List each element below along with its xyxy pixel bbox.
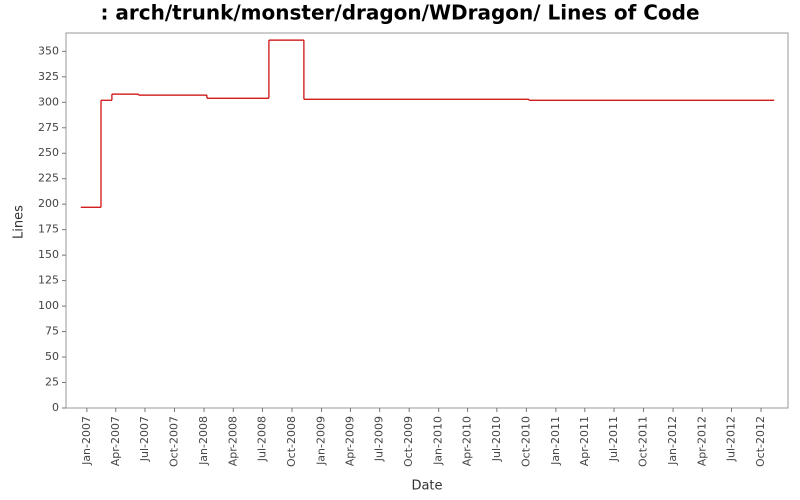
x-tick-label: Oct-2007 xyxy=(168,416,181,467)
x-tick-label: Jan-2007 xyxy=(80,416,93,466)
x-axis-label: Date xyxy=(411,479,442,494)
y-tick-label: 75 xyxy=(45,325,59,338)
x-tick-label: Jul-2012 xyxy=(724,416,737,462)
x-tick-label: Oct-2010 xyxy=(519,416,532,467)
y-tick-label: 300 xyxy=(38,95,59,108)
x-tick-label: Apr-2009 xyxy=(343,416,356,466)
x-tick-label: Apr-2010 xyxy=(461,416,474,466)
x-tick-label: Jan-2011 xyxy=(549,416,562,466)
x-tick-label: Oct-2011 xyxy=(637,416,650,467)
y-tick-label: 350 xyxy=(38,44,59,57)
y-tick-label: 175 xyxy=(38,223,59,236)
x-tick-label: Apr-2012 xyxy=(695,416,708,466)
x-tick-label: Jul-2009 xyxy=(373,416,386,462)
y-axis-label: Lines xyxy=(12,205,27,239)
y-tick-label: 325 xyxy=(38,70,59,83)
x-tick-label: Apr-2008 xyxy=(226,416,239,466)
y-tick-label: 275 xyxy=(38,121,59,134)
x-tick-label: Oct-2012 xyxy=(754,416,767,467)
y-tick-label: 0 xyxy=(52,401,59,414)
y-tick-label: 225 xyxy=(38,172,59,185)
x-tick-label: Jul-2010 xyxy=(490,416,503,462)
y-tick-label: 150 xyxy=(38,248,59,261)
x-tick-label: Jul-2008 xyxy=(255,416,268,462)
x-tick-label: Apr-2007 xyxy=(109,416,122,466)
y-tick-label: 50 xyxy=(45,350,59,363)
x-tick-label: Oct-2009 xyxy=(402,416,415,467)
x-tick-label: Jul-2011 xyxy=(607,416,620,462)
x-tick-label: Oct-2008 xyxy=(285,416,298,467)
x-tick-label: Jan-2008 xyxy=(197,416,210,466)
plot-area xyxy=(65,32,789,409)
y-tick-label: 125 xyxy=(38,274,59,287)
x-tick-label: Jul-2007 xyxy=(138,416,151,462)
y-tick-label: 25 xyxy=(45,376,59,389)
x-tick-label: Jan-2010 xyxy=(432,416,445,466)
x-tick-label: Jan-2012 xyxy=(666,416,679,466)
x-tick-label: Apr-2011 xyxy=(578,416,591,466)
x-tick-label: Jan-2009 xyxy=(315,416,328,466)
y-tick-label: 100 xyxy=(38,299,59,312)
y-tick-label: 200 xyxy=(38,197,59,210)
y-tick-label: 250 xyxy=(38,146,59,159)
chart-title: : arch/trunk/monster/dragon/WDragon/ Lin… xyxy=(100,1,699,25)
